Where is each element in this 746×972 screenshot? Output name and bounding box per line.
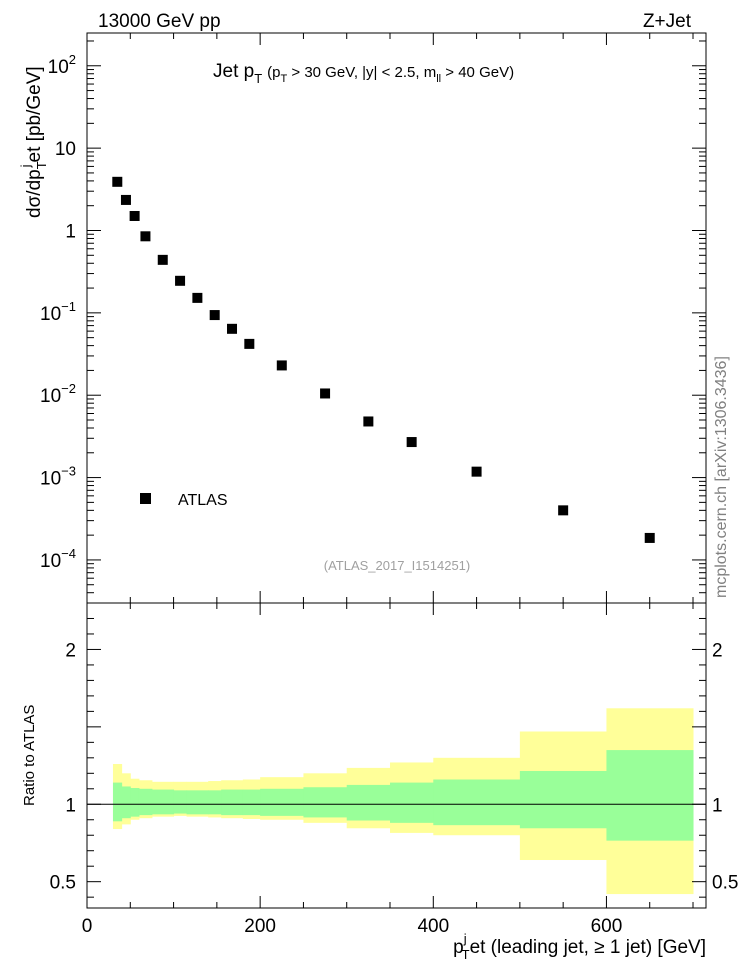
data-point bbox=[120, 194, 131, 205]
process-label: Z+Jet bbox=[643, 11, 692, 32]
inner-band-bin bbox=[303, 787, 348, 818]
ratio-y-tick-label-right: 2 bbox=[712, 640, 723, 661]
data-point bbox=[363, 416, 374, 427]
ylabel-sup: j bbox=[18, 164, 33, 168]
y-tick-label: 1 bbox=[65, 221, 76, 242]
inner-band-bin bbox=[112, 782, 123, 822]
legend-marker bbox=[140, 493, 151, 504]
y-tick-label: 102 bbox=[48, 52, 76, 78]
ratio-y-tick-label-right: 1 bbox=[712, 795, 723, 816]
title-cuts-end: > 40 GeV) bbox=[441, 64, 514, 81]
title-cuts-rest: > 30 GeV, |y| < 2.5, m bbox=[287, 64, 436, 81]
ylabel-text: dσ/dp bbox=[24, 169, 45, 218]
data-point bbox=[112, 176, 123, 187]
y-tick-label: 10 bbox=[55, 139, 76, 160]
data-point bbox=[129, 210, 140, 221]
data-point bbox=[227, 323, 238, 334]
ratio-y-tick-label: 2 bbox=[65, 640, 76, 661]
ratio-ylabel: Ratio to ATLAS bbox=[21, 705, 38, 806]
inner-band-bin bbox=[173, 790, 188, 814]
inner-band-bin bbox=[221, 789, 244, 816]
data-point bbox=[175, 275, 186, 286]
xlabel-rest: et (leading jet, ≥ 1 jet) [GeV] bbox=[470, 937, 706, 958]
data-point bbox=[406, 437, 417, 448]
inner-band-bin bbox=[130, 788, 140, 817]
plot-title: Jet pT (pT > 30 GeV, |y| < 2.5, mll > 40 … bbox=[213, 61, 514, 86]
bottom-axis-ticks: 0 200 400 600 0.5 0.5 1 1 2 2 bbox=[50, 603, 738, 937]
ylabel-rest: et [pb/GeV] bbox=[24, 66, 45, 162]
top-axis-ticks: 102 10 1 10−1 10−2 10−3 10−4 bbox=[40, 33, 706, 604]
inner-band-bin bbox=[208, 790, 222, 815]
atlas-points bbox=[112, 176, 655, 543]
inner-band-bin bbox=[390, 782, 434, 823]
y-tick-label: 10−3 bbox=[40, 464, 76, 490]
data-point bbox=[244, 338, 255, 349]
plot-frames bbox=[86, 32, 707, 909]
y-tick-label: 10−1 bbox=[40, 299, 76, 325]
data-point bbox=[558, 505, 569, 516]
x-axis-label: pj Tet (leading jet, ≥ 1 jet) [GeV] bbox=[453, 931, 706, 962]
energy-label: 13000 GeV pp bbox=[98, 11, 221, 32]
y-tick-label: 10−2 bbox=[40, 381, 76, 407]
side-credit: mcplots.cern.ch [arXiv:1306.3436] bbox=[713, 356, 730, 598]
inner-band-bin bbox=[138, 788, 153, 816]
title-cuts-open: (p bbox=[267, 64, 280, 81]
data-point bbox=[157, 254, 168, 265]
x-tick-label: 200 bbox=[244, 916, 276, 937]
xlabel-sub: T bbox=[462, 947, 470, 962]
inner-band-bin bbox=[260, 788, 304, 816]
x-tick-label: 0 bbox=[82, 916, 93, 937]
title-main-sub: T bbox=[254, 71, 262, 86]
inner-band-bin bbox=[346, 784, 391, 821]
x-tick-label: 400 bbox=[417, 916, 449, 937]
bottom-frame bbox=[86, 602, 707, 909]
data-point bbox=[644, 532, 655, 543]
title-cuts-sub: T bbox=[281, 73, 288, 85]
title-cuts-sub2: ll bbox=[436, 73, 441, 85]
y-tick-label: 10−4 bbox=[40, 546, 76, 572]
inner-band-bin bbox=[606, 750, 694, 841]
ratio-y-tick-label-right: 0.5 bbox=[712, 873, 738, 894]
xlabel-sup: j bbox=[463, 931, 467, 946]
x-tick-label: 600 bbox=[591, 916, 623, 937]
data-point bbox=[209, 310, 220, 321]
inner-band-bin bbox=[242, 789, 261, 816]
legend-label: ATLAS bbox=[178, 492, 228, 509]
ratio-bands bbox=[112, 708, 694, 895]
top-ylabel: dσ/dpTj et [pb/GeV] bbox=[18, 66, 49, 218]
ratio-y-tick-label: 1 bbox=[65, 795, 76, 816]
ylabel-sub: T bbox=[34, 161, 49, 169]
title-main: Jet p bbox=[213, 61, 254, 82]
data-point bbox=[140, 231, 151, 242]
data-point bbox=[192, 292, 203, 303]
inner-band-bin bbox=[186, 790, 209, 815]
top-frame bbox=[86, 32, 707, 604]
analysis-tag: (ATLAS_2017_I1514251) bbox=[324, 558, 470, 573]
inner-band-bin bbox=[433, 779, 521, 826]
ratio-y-tick-label: 0.5 bbox=[50, 873, 76, 894]
inner-band-bin bbox=[519, 770, 607, 829]
inner-band-bin bbox=[121, 786, 131, 819]
inner-band-bin bbox=[151, 789, 175, 815]
data-point bbox=[471, 466, 482, 477]
data-point bbox=[276, 360, 287, 371]
data-point bbox=[320, 388, 331, 399]
xlabel-p: p bbox=[453, 937, 464, 958]
